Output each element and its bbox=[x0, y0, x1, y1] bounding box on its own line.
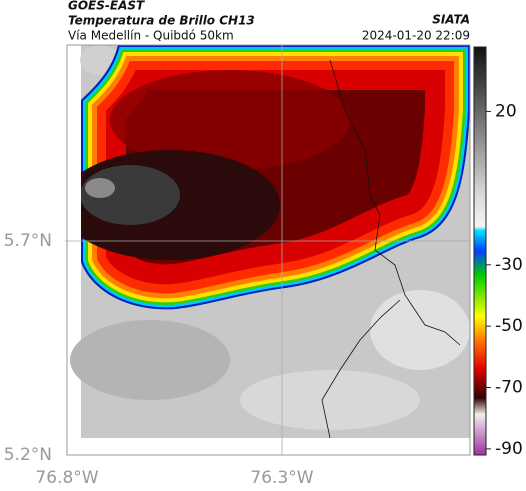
colorbar-tick-label: 20 bbox=[495, 101, 517, 121]
datetime: 2024-01-20 22:09 bbox=[362, 29, 470, 43]
colorbar-tick-label: -50 bbox=[495, 316, 523, 336]
title: GOES-EAST bbox=[68, 0, 145, 13]
map bbox=[65, 44, 471, 456]
lat-label: 5.2°N bbox=[4, 445, 52, 465]
colorbar-tick-label: -90 bbox=[495, 439, 523, 459]
colorbar bbox=[473, 46, 487, 456]
source: SIATA bbox=[432, 13, 470, 27]
lat-label: 5.7°N bbox=[4, 231, 52, 251]
colorbar-tick-label: -70 bbox=[495, 378, 523, 398]
lon-label: 76.8°W bbox=[35, 468, 98, 488]
colorbar-tick-label: -30 bbox=[495, 255, 523, 275]
caption: Vía Medellín - Quibdó 50km bbox=[68, 29, 234, 43]
lon-label: 76.3°W bbox=[250, 468, 313, 488]
subtitle: Temperatura de Brillo CH13 bbox=[68, 14, 255, 28]
